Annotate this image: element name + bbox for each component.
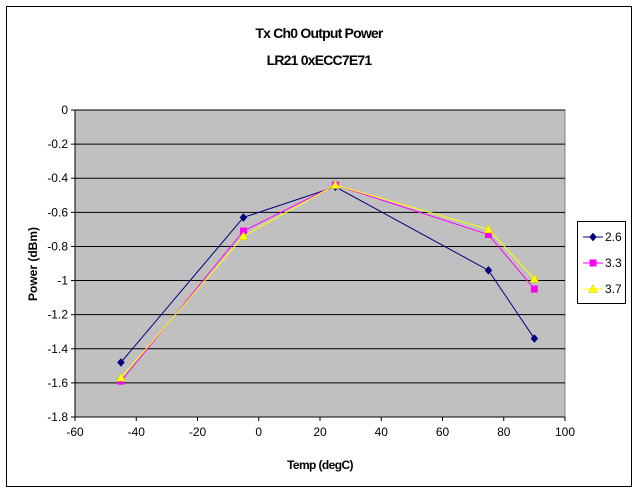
data-point [238,231,249,240]
y-tick-label: -1.6 [47,376,68,390]
legend-item: 3.7 [583,282,622,296]
x-tick-label: 80 [497,425,511,439]
data-point [330,180,341,189]
legend-item: 3.3 [583,256,622,270]
y-axis-label: Power (dBm) [26,227,40,301]
x-tick-label: 0 [255,425,262,439]
chart-subtitle: LR21 0xECC7E71 [267,52,373,68]
y-tick-label: 0 [61,103,68,117]
data-point [116,372,126,382]
data-point [530,334,539,343]
data-point [239,213,248,222]
legend-marker [588,283,598,293]
y-tick-label: -1 [57,274,68,288]
x-axis-label: Temp (degC) [287,458,353,472]
x-tick-label: 20 [313,425,327,439]
data-point [529,273,540,283]
x-tick-label: 40 [375,425,389,439]
y-tick-label: -0.6 [47,205,68,219]
chart-title: Tx Ch0 Output Power [255,25,383,41]
x-tick-label: 60 [436,425,450,439]
x-tick-label: -60 [66,425,84,439]
plot-area [74,109,566,418]
data-point [484,265,493,275]
series-3.7 [116,180,540,382]
legend-marker [589,232,597,242]
data-point [530,285,538,293]
series-layer [116,180,540,385]
data-point [117,358,125,367]
y-tick-label: -0.8 [47,239,68,253]
legend-label: 3.7 [605,282,622,296]
legend-label: 2.6 [605,230,622,244]
legend-item: 2.6 [583,230,622,244]
data-point [484,231,492,239]
y-tick-label: -1.4 [47,342,68,356]
x-tick-label: 100 [555,425,575,439]
axes: 0 -0.2 -0.4 -0.6 -0.8 -1 -1.2 -1.4 -1.6 -1.8-60 -4… [47,103,575,439]
y-tick-label: -0.2 [47,137,68,151]
y-tick-label: -0.4 [47,171,68,185]
y-tick-label: -1.2 [47,308,68,322]
x-tick-label: -40 [128,425,146,439]
data-point [239,227,247,235]
legend-marker [589,259,597,267]
legend: 2.6 3.3 3.7 [577,221,626,304]
y-tick-label: -1.8 [47,410,68,424]
legend-label: 3.3 [605,256,622,270]
x-tick-label: -20 [189,425,207,439]
data-point [483,224,494,234]
